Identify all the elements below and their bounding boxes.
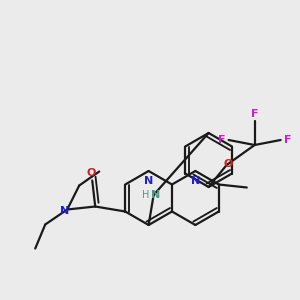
- Text: H: H: [142, 190, 149, 200]
- Text: F: F: [218, 135, 225, 145]
- Text: O: O: [224, 159, 233, 169]
- Text: F: F: [284, 135, 291, 145]
- Text: N: N: [144, 176, 153, 186]
- Text: N: N: [191, 176, 200, 186]
- Text: N: N: [60, 206, 69, 215]
- Text: F: F: [251, 109, 258, 119]
- Text: O: O: [86, 167, 96, 178]
- Text: N: N: [151, 190, 160, 200]
